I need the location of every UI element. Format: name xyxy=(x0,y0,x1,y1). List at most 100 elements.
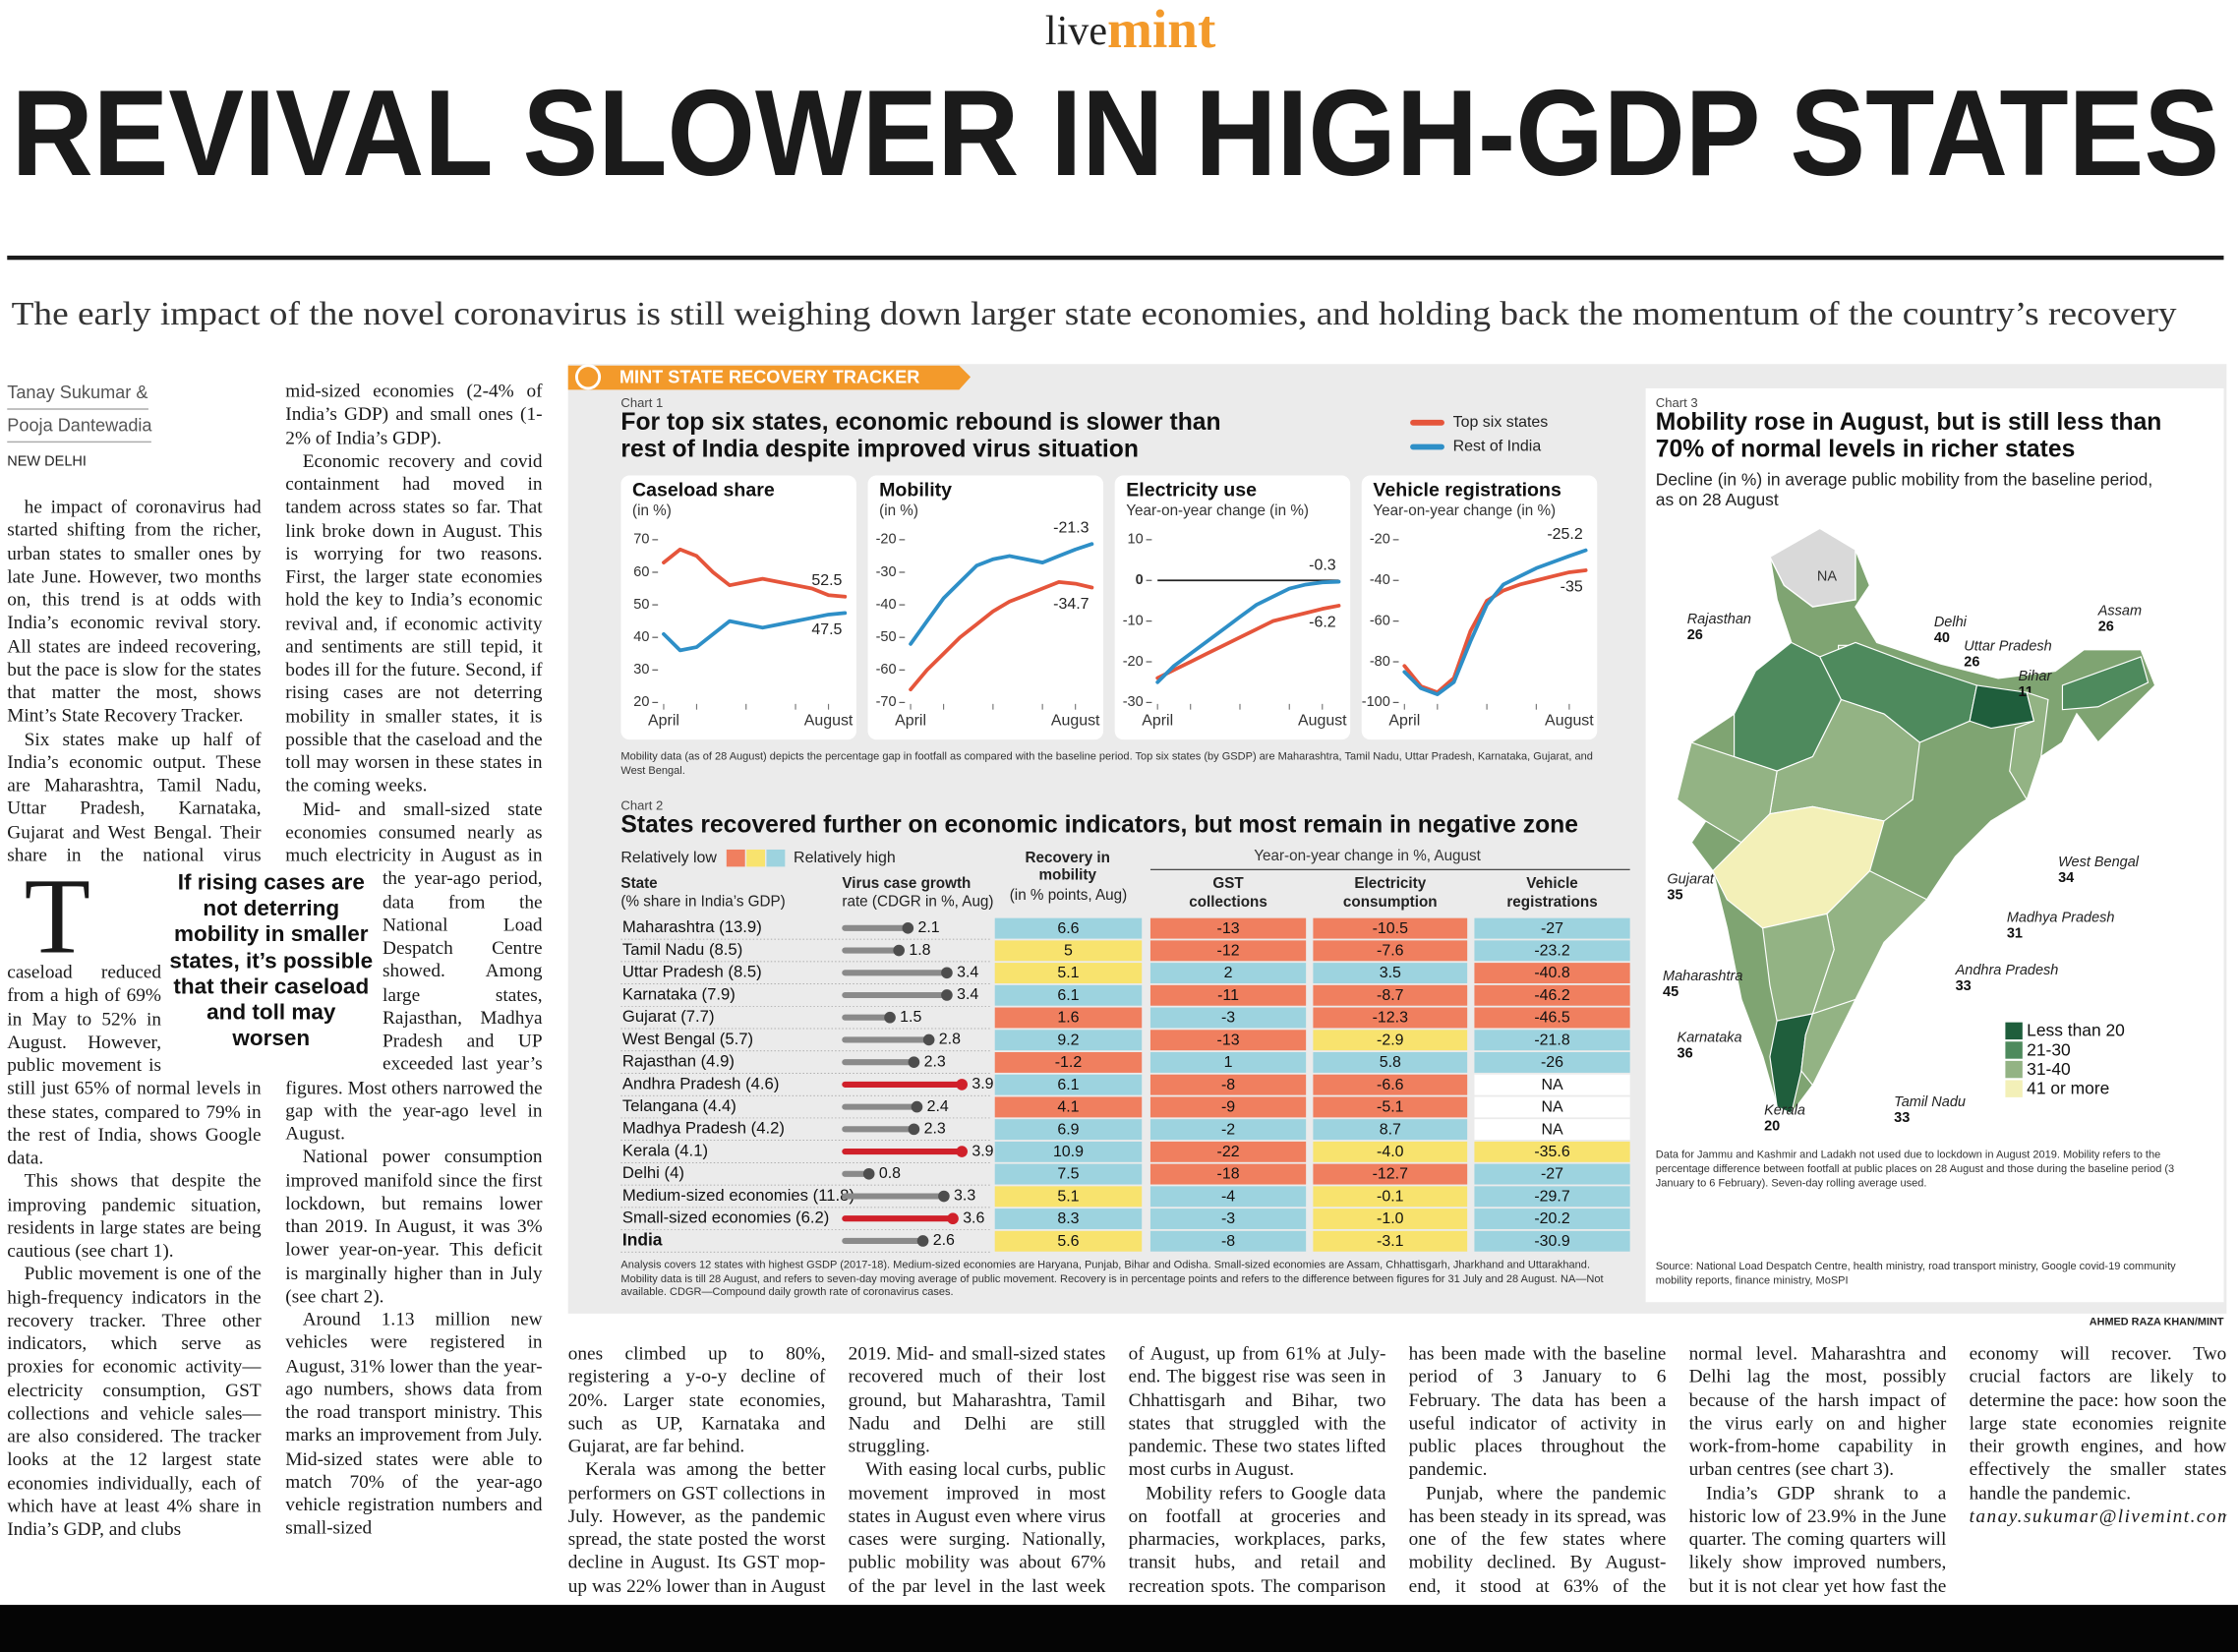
cell-label: -8.7 xyxy=(1377,987,1404,1004)
cell xyxy=(1149,1163,1307,1185)
cell-label: -27 xyxy=(1541,920,1563,937)
y-tick-label: -70 xyxy=(876,694,897,710)
rate-label: 2.1 xyxy=(917,919,939,936)
panel-subtitle: (in %) xyxy=(879,502,918,519)
line-series xyxy=(909,579,1094,692)
cell-label: -10.5 xyxy=(1373,920,1408,937)
cell xyxy=(994,1030,1143,1051)
cell xyxy=(994,1163,1143,1185)
cell-label: 8.7 xyxy=(1380,1121,1401,1138)
x-tick-label: April xyxy=(1142,712,1173,729)
paragraph: With easing local curbs, public movement… xyxy=(848,1341,1386,1596)
cell-label: -3 xyxy=(1221,1010,1235,1027)
y-tick-label: -10 xyxy=(1123,613,1144,628)
article-column: mid-sized economies (2-4% of India’s GDP… xyxy=(285,380,542,1598)
cell xyxy=(1149,1186,1307,1208)
state-name: Rajasthan xyxy=(1687,612,1751,627)
legend-label: 21-30 xyxy=(2027,1039,2071,1059)
legend-swatch xyxy=(2005,1080,2023,1097)
cell xyxy=(1149,917,1307,939)
cell xyxy=(1313,1186,1468,1208)
panel-title: Vehicle registrations xyxy=(1373,480,1561,502)
state-region xyxy=(1969,684,2035,730)
cell-label: 8.3 xyxy=(1057,1210,1079,1227)
author: Pooja Dantewadia xyxy=(7,410,152,443)
chart-subtitle: Decline (in %) in average public mobilit… xyxy=(1655,469,2153,510)
cell-label: -13 xyxy=(1217,920,1240,937)
rate-dot xyxy=(922,1033,935,1046)
y-tick-label: -20 xyxy=(1370,532,1390,548)
cell-label: 5.8 xyxy=(1380,1054,1401,1071)
cell xyxy=(994,1119,1143,1141)
cell xyxy=(994,1074,1143,1095)
cell xyxy=(1313,1052,1468,1073)
cell xyxy=(1474,984,1630,1006)
credit: AHMED RAZA KHAN/MINT xyxy=(2090,1316,2224,1328)
line-series xyxy=(1155,579,1341,684)
cell xyxy=(1474,1030,1630,1051)
rate-dot xyxy=(947,1212,959,1225)
y-tick-label: 30 xyxy=(633,662,649,678)
state-value: 26 xyxy=(1964,655,1979,671)
legend-swatch xyxy=(2005,1060,2023,1079)
na-region xyxy=(1768,527,1856,608)
cell xyxy=(1313,917,1468,939)
legend-label: Relatively low xyxy=(620,850,717,866)
cell xyxy=(1149,1074,1307,1095)
line-series xyxy=(1402,548,1588,697)
state-name: West Bengal xyxy=(2058,855,2140,870)
paragraph: Public movement is one of the high-frequ… xyxy=(7,1262,262,1540)
headline: REVIVAL SLOWER IN HIGH-GDP STATES xyxy=(12,65,2220,202)
standfirst: The early impact of the novel coronaviru… xyxy=(12,296,2177,332)
cell xyxy=(1474,1141,1630,1162)
cell xyxy=(1149,1007,1307,1029)
cell xyxy=(994,1096,1143,1118)
panel-subtitle: Year-on-year change (in %) xyxy=(1373,502,1556,519)
article-columns: ones climbed up to 80%, registering a y-… xyxy=(568,1342,2227,1599)
cell-label: 5.6 xyxy=(1057,1233,1079,1250)
rate-label: 1.8 xyxy=(909,942,930,959)
state-region xyxy=(2061,656,2150,711)
state-value: 40 xyxy=(1934,630,1950,646)
cell xyxy=(1149,1209,1307,1229)
cell xyxy=(994,1141,1143,1162)
end-label: -35 xyxy=(1561,579,1583,596)
panel-title: Caseload share xyxy=(632,480,775,502)
cell-label: -23.2 xyxy=(1534,942,1569,959)
cell-label: NA xyxy=(1541,1121,1563,1138)
end-label: -6.2 xyxy=(1309,615,1336,631)
cell-label: -13 xyxy=(1217,1032,1240,1048)
cell xyxy=(1313,1209,1468,1229)
y-tick-label: -30 xyxy=(876,564,897,580)
cell xyxy=(1474,1119,1630,1141)
cell-label: 9.2 xyxy=(1057,1032,1079,1048)
cell-label: -46.5 xyxy=(1534,1010,1569,1027)
state-region xyxy=(1800,998,1857,1087)
cell-label: -5.1 xyxy=(1377,1099,1404,1116)
rate-dot xyxy=(938,1190,950,1203)
rate-dot xyxy=(902,922,914,934)
author: Tanay Sukumar & xyxy=(7,377,148,410)
rate-label: 2.4 xyxy=(927,1098,949,1115)
paragraph: Kerala was among the better performers o… xyxy=(567,1341,1106,1596)
paragraph: mid-sized economies (2-4% of India’s GDP… xyxy=(285,380,543,448)
rate-label: 2.3 xyxy=(924,1053,946,1070)
legend-swatch xyxy=(2005,1022,2023,1040)
y-tick-label: -80 xyxy=(1370,654,1390,670)
end-label: 52.5 xyxy=(811,572,842,589)
cell xyxy=(1474,963,1630,984)
cell-label: 5.1 xyxy=(1057,965,1079,981)
cell-label: -46.2 xyxy=(1534,987,1569,1004)
cell xyxy=(1474,1007,1630,1029)
y-tick-label: -20 xyxy=(876,532,897,548)
chart-note: Data for Jammu and Kashmir and Ladakh no… xyxy=(1655,1148,2175,1190)
state-name: Andhra Pradesh xyxy=(1955,963,2059,978)
chart-note: Analysis covers 12 states with highest G… xyxy=(620,1258,1604,1298)
x-tick-label: April xyxy=(648,712,679,729)
cell-label: 5 xyxy=(1064,942,1073,959)
cell-label: -2 xyxy=(1221,1121,1235,1138)
cell xyxy=(1149,984,1307,1006)
cell xyxy=(1313,1074,1468,1095)
rate-dot xyxy=(916,1235,929,1247)
state-value: 33 xyxy=(1956,978,1972,994)
